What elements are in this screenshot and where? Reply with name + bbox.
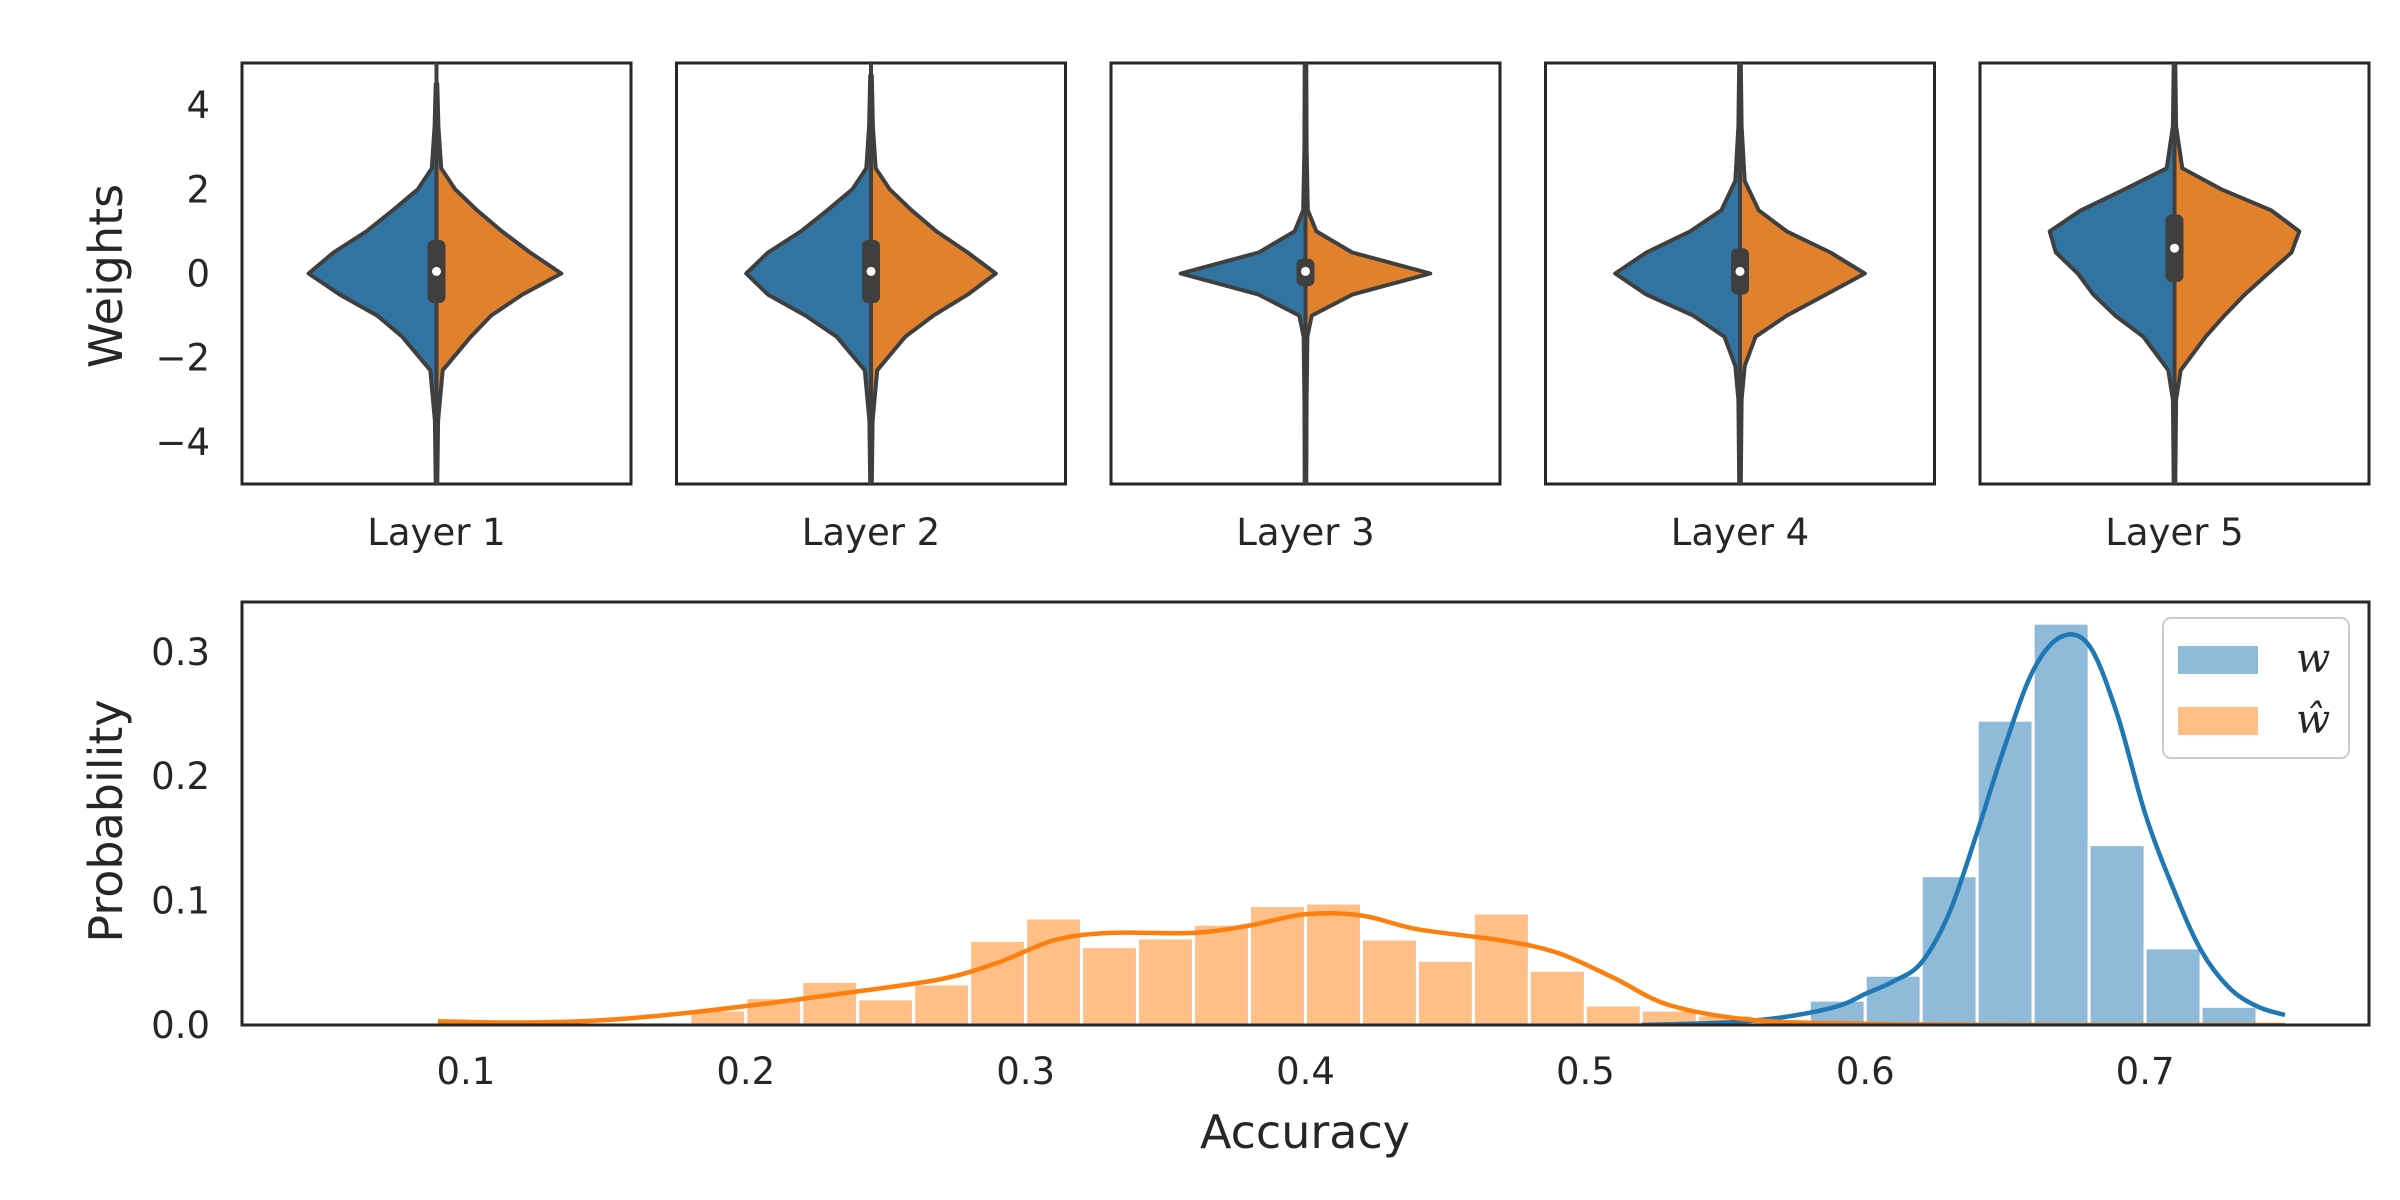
- violin-half-w-hat: [1303, 63, 1433, 484]
- hist-y-tick-label: 0.0: [151, 1004, 210, 1047]
- bar-w-hat: [1527, 968, 1587, 1025]
- violin-y-tick-label: 0: [186, 253, 210, 296]
- bar-w-hat: [1080, 945, 1140, 1025]
- hist-x-tick-label: 0.2: [716, 1050, 775, 1093]
- legend-label-w: w: [2296, 636, 2330, 682]
- histogram-panel: 0.1 0.2 0.3 0.4 0.5 0.6 0.7 0.0 0.1 0.2 0.3: [151, 600, 2371, 1093]
- violin-x-tick-label: Layer 5: [2105, 511, 2243, 554]
- kde-line-w: [1641, 632, 2286, 1025]
- hist-x-tick-label: 0.6: [1836, 1050, 1895, 1093]
- violin-median-dot: [2170, 243, 2179, 253]
- violin-panel-3: Layer 3: [1109, 61, 1502, 554]
- violin-y-tick-label: 4: [186, 84, 210, 127]
- bar-w-hat: [1359, 937, 1419, 1025]
- violin-x-tick-label: Layer 2: [802, 511, 940, 554]
- histogram-y-axis-label: Probability: [79, 699, 133, 942]
- violin-y-tick-label: −4: [155, 421, 210, 464]
- violin-half-w: [2047, 63, 2177, 484]
- hist-x-tick-label: 0.3: [996, 1050, 1055, 1093]
- hist-x-tick-label: 0.4: [1276, 1050, 1335, 1093]
- legend-patch-w-hat: [2178, 707, 2258, 735]
- violin-half-w-hat: [2172, 63, 2302, 484]
- violin-median-dot: [866, 266, 876, 276]
- violin-x-tick-label: Layer 4: [1671, 511, 1809, 554]
- bar-w: [2031, 621, 2091, 1025]
- violin-half-w: [1178, 63, 1308, 484]
- hist-x-tick-label: 0.7: [2116, 1050, 2175, 1093]
- hist-y-tick-label: 0.3: [151, 631, 210, 674]
- hist-x-tick-label: 0.5: [1556, 1050, 1615, 1093]
- panel-content: [1613, 63, 1867, 484]
- bar-w: [2087, 843, 2147, 1025]
- violin-half-w: [1613, 63, 1742, 484]
- panel-content: [306, 63, 564, 484]
- bar-w-hat: [1136, 936, 1196, 1025]
- violin-half-w-hat: [1738, 63, 1867, 484]
- violin-median-dot: [432, 266, 441, 276]
- violin-y-tick-label: 2: [186, 168, 210, 211]
- bar-w-hat: [912, 982, 972, 1025]
- violin-half-w: [744, 73, 873, 484]
- violin-x-tick-label: Layer 3: [1236, 511, 1374, 554]
- violin-panel-5: Layer 5: [1978, 61, 2371, 554]
- violin-median-dot: [1301, 266, 1310, 276]
- panel-content: [1178, 63, 1433, 484]
- hist-y-tick-label: 0.2: [151, 755, 210, 798]
- violin-half-w: [306, 82, 439, 484]
- violin-panel-2: Layer 2: [675, 61, 1067, 554]
- violin-y-axis-label: Weights: [79, 184, 133, 368]
- bar-w-hat: [1471, 911, 1531, 1025]
- bar-w-hat: [800, 979, 860, 1025]
- violin-panels: 4 2 0 −2 −4 Layer 1 Layer 2 Layer 3 Layer 4 Layer…: [155, 61, 2371, 554]
- violin-panel-1: Layer 1: [240, 61, 633, 554]
- violin-panel-4: Layer 4: [1544, 61, 1936, 554]
- panel-content: [2047, 63, 2302, 484]
- violin-x-tick-label: Layer 1: [367, 511, 505, 554]
- violin-median-dot: [1735, 266, 1745, 276]
- hist-frame: [240, 600, 2371, 1027]
- kde-line-w-hat: [437, 911, 2285, 1025]
- hist-x-tick-label: 0.1: [436, 1050, 495, 1093]
- legend: w ŵ: [2162, 617, 2350, 759]
- violin-y-tick-label: −2: [155, 337, 210, 380]
- hist-y-tick-label: 0.1: [151, 880, 210, 923]
- violin-half-w-hat: [434, 82, 564, 484]
- bar-w-hat: [1415, 958, 1475, 1025]
- bar-w-hat: [1583, 1003, 1643, 1025]
- bar-w: [2199, 1004, 2259, 1025]
- bar-w-hat: [1192, 922, 1252, 1025]
- panel-content: [744, 63, 998, 484]
- bar-w: [2143, 946, 2203, 1025]
- legend-label-w-hat: ŵ: [2296, 697, 2330, 743]
- bar-w-hat: [856, 997, 916, 1025]
- bar-w: [1975, 718, 2035, 1025]
- violin-half-w-hat: [869, 73, 998, 484]
- legend-patch-w: [2178, 646, 2258, 674]
- hist-content: [437, 621, 2286, 1025]
- histogram-x-axis-label: Accuracy: [1200, 1105, 1410, 1159]
- bar-w-hat: [1304, 901, 1363, 1025]
